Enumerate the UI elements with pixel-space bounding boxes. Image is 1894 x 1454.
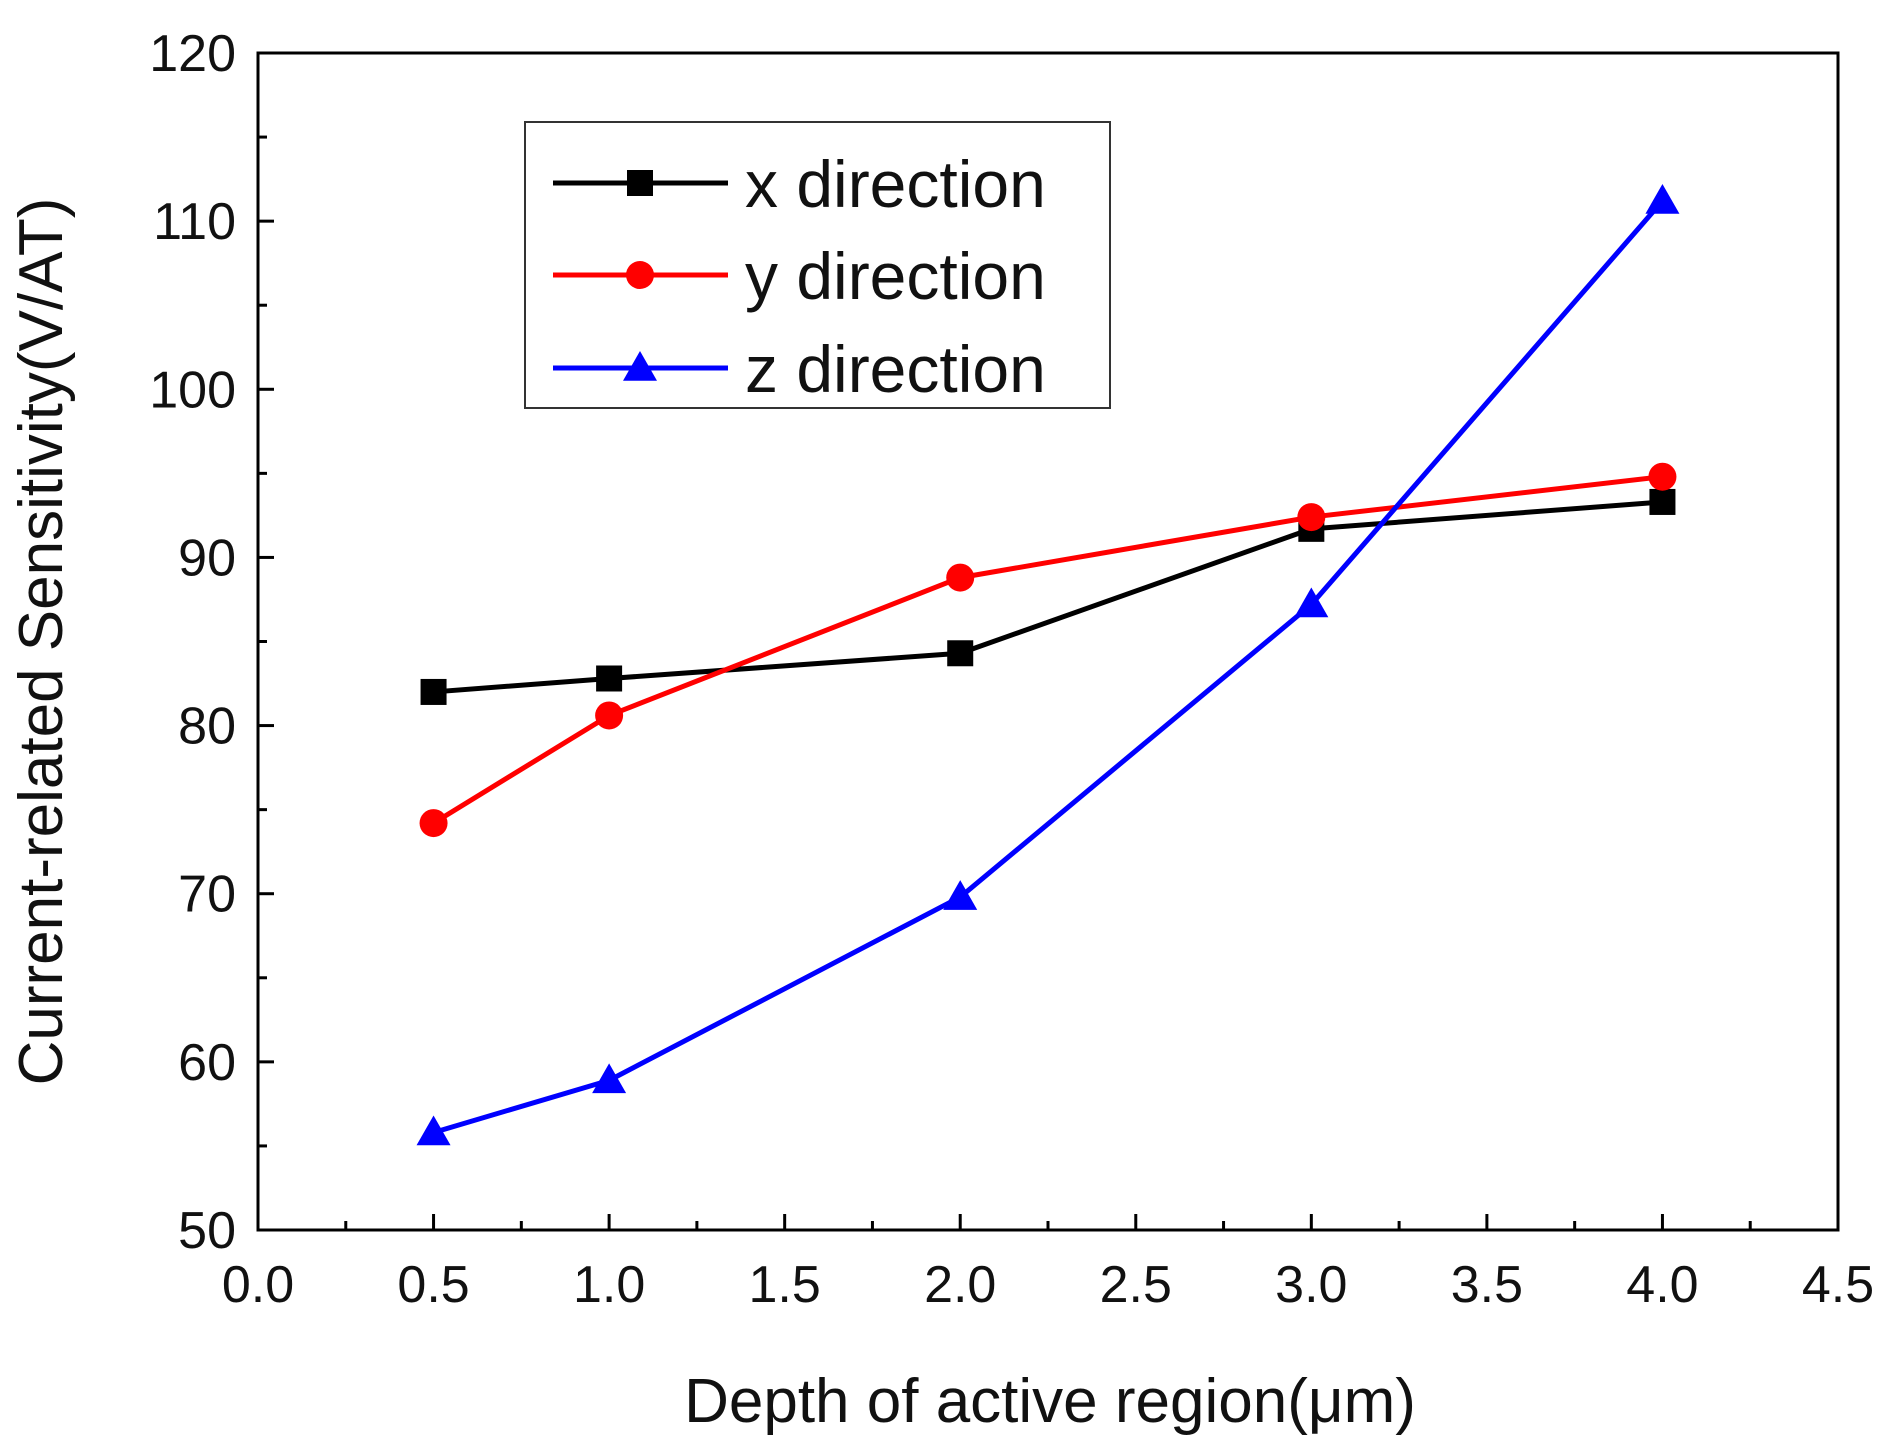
data-point-y xyxy=(419,809,448,838)
data-point-z xyxy=(416,1115,451,1146)
legend-label-z: z direction xyxy=(745,332,1046,406)
x-tick-label: 1.0 xyxy=(573,1256,645,1314)
x-tick-label: 1.5 xyxy=(749,1256,821,1314)
x-tick-label: 3.5 xyxy=(1451,1256,1523,1314)
series-z xyxy=(416,183,1680,1146)
data-point-z xyxy=(592,1063,627,1094)
x-tick-label: 2.5 xyxy=(1100,1256,1172,1314)
data-point-x xyxy=(1649,488,1676,515)
x-tick-label: 2.0 xyxy=(924,1256,996,1314)
y-axis-title: Current-related Sensitivity(V/AT) xyxy=(7,198,76,1086)
series-x xyxy=(420,488,1676,705)
y-tick-label: 80 xyxy=(178,698,236,756)
legend-marker-z xyxy=(623,351,657,381)
y-tick-label: 110 xyxy=(153,193,236,251)
y-tick-label: 90 xyxy=(178,529,236,587)
data-point-y xyxy=(1297,503,1326,532)
y-tick-label: 60 xyxy=(178,1034,236,1092)
x-tick-label: 0.0 xyxy=(222,1256,294,1314)
y-tick-label: 100 xyxy=(149,361,236,419)
x-tick-label: 4.5 xyxy=(1802,1256,1874,1314)
legend-label-y: y direction xyxy=(745,239,1046,313)
legend-label-x: x direction xyxy=(745,147,1046,221)
x-tick-label: 0.5 xyxy=(397,1256,469,1314)
x-tick-label: 4.0 xyxy=(1626,1256,1698,1314)
series-y xyxy=(419,462,1677,838)
data-point-x xyxy=(420,678,447,705)
series-line-x xyxy=(433,499,1663,695)
data-point-z xyxy=(1645,183,1680,214)
y-tick-label: 50 xyxy=(178,1202,236,1260)
legend-box xyxy=(524,121,1111,409)
data-point-x xyxy=(947,640,974,667)
data-point-x xyxy=(596,665,623,692)
legend-marker-x xyxy=(627,170,653,196)
series-line-y xyxy=(432,474,1663,826)
y-tick-label: 120 xyxy=(149,25,236,83)
legend-item-x: x direction xyxy=(553,147,1046,221)
data-point-y xyxy=(946,563,975,592)
x-tick-label: 3.0 xyxy=(1275,1256,1347,1314)
legend-marker-y xyxy=(626,261,654,289)
data-point-y xyxy=(595,701,624,730)
legend-item-z: z direction xyxy=(553,332,1046,406)
data-point-z xyxy=(943,880,978,910)
x-axis-title: Depth of active region(μm) xyxy=(684,1367,1416,1436)
data-point-y xyxy=(1648,462,1677,491)
y-tick-label: 70 xyxy=(178,866,236,924)
data-point-z xyxy=(1294,587,1329,618)
legend-item-y: y direction xyxy=(553,239,1046,313)
